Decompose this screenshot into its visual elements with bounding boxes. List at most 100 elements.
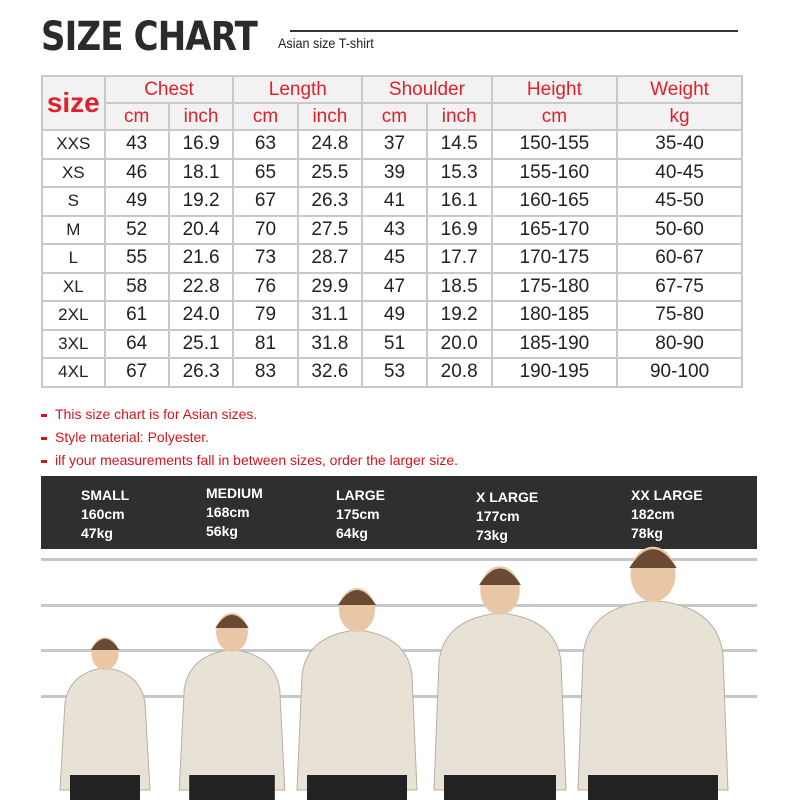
page-subtitle: Asian size T-shirt	[278, 35, 374, 51]
value-cell: 29.9	[296, 271, 364, 302]
size-cell: XL	[41, 271, 106, 302]
value-cell: 51	[361, 328, 428, 359]
value-cell: 190-195	[490, 357, 619, 388]
value-cell: 79	[232, 300, 299, 331]
value-cell: 45-50	[616, 186, 743, 217]
value-cell: 67-75	[616, 271, 743, 302]
note-text: This size chart is for Asian sizes.	[55, 406, 258, 422]
model-height: 168cm	[206, 504, 250, 520]
model-size: X LARGE	[476, 489, 539, 505]
model-weight: 56kg	[206, 523, 238, 539]
value-cell: 16.9	[167, 129, 235, 160]
value-cell: 65	[232, 157, 299, 188]
unit-header: inch	[167, 102, 235, 131]
value-cell: 49	[103, 186, 170, 217]
header-length: Length	[232, 75, 364, 104]
value-cell: 175-180	[490, 271, 619, 302]
size-cell: XXS	[41, 129, 106, 160]
value-cell: 39	[361, 157, 428, 188]
value-cell: 18.5	[425, 271, 493, 302]
value-cell: 170-175	[490, 243, 619, 274]
table-row: XL 58 22.8 76 29.9 47 18.5 175-180 67-75	[41, 271, 743, 302]
model-size: SMALL	[81, 487, 130, 503]
size-table: size Chest Length Shoulder Height Weight…	[41, 75, 743, 388]
value-cell: 26.3	[167, 357, 235, 388]
table-unit-row: cm inch cm inch cm inch cm kg	[42, 102, 743, 131]
model-figure	[296, 588, 418, 800]
value-cell: 25.1	[167, 328, 235, 359]
value-cell: 18.1	[167, 157, 235, 188]
model-weight: 47kg	[81, 525, 113, 541]
value-cell: 90-100	[616, 357, 743, 388]
height-line	[41, 558, 757, 561]
value-cell: 81	[232, 328, 299, 359]
height-line	[41, 604, 757, 607]
header-weight: Weight	[616, 75, 743, 104]
table-row: S 49 19.2 67 26.3 41 16.1 160-165 45-50	[41, 186, 743, 217]
note-text: ilf your measurements fall in between si…	[55, 452, 459, 468]
header-chest: Chest	[103, 75, 235, 104]
value-cell: 20.8	[425, 357, 493, 388]
unit-header: kg	[616, 102, 743, 131]
value-cell: 46	[103, 157, 170, 188]
value-cell: 16.9	[425, 214, 493, 245]
note-text: Style material: Polyester.	[55, 429, 210, 445]
value-cell: 185-190	[490, 328, 619, 359]
value-cell: 180-185	[490, 300, 619, 331]
notes-list: This size chart is for Asian sizes. Style…	[41, 403, 458, 472]
table-row: L 55 21.6 73 28.7 45 17.7 170-175 60-67	[41, 243, 743, 274]
page-title: SIZE CHART	[41, 14, 258, 60]
size-cell: XS	[41, 157, 106, 188]
header-height: Height	[490, 75, 619, 104]
size-header: size	[41, 75, 106, 131]
model-info: LARGE 175cm 64kg	[336, 486, 385, 543]
model-weight: 78kg	[631, 525, 663, 541]
value-cell: 67	[232, 186, 299, 217]
value-cell: 15.3	[425, 157, 493, 188]
value-cell: 50-60	[616, 214, 743, 245]
unit-header: inch	[296, 102, 364, 131]
value-cell: 45	[361, 243, 428, 274]
unit-header: cm	[490, 102, 619, 131]
bullet-icon	[41, 459, 47, 463]
value-cell: 155-160	[490, 157, 619, 188]
value-cell: 24.8	[296, 129, 364, 160]
value-cell: 73	[232, 243, 299, 274]
model-info: X LARGE 177cm 73kg	[476, 488, 538, 545]
model-info: SMALL 160cm 47kg	[81, 486, 129, 543]
note-item: Style material: Polyester.	[41, 426, 458, 449]
value-cell: 32.6	[296, 357, 364, 388]
value-cell: 165-170	[490, 214, 619, 245]
model-height: 160cm	[81, 506, 125, 522]
value-cell: 21.6	[167, 243, 235, 274]
model-size: XX LARGE	[631, 487, 703, 503]
model-weight: 64kg	[336, 525, 368, 541]
model-height: 182cm	[631, 506, 675, 522]
value-cell: 31.1	[296, 300, 364, 331]
value-cell: 26.3	[296, 186, 364, 217]
size-cell: 4XL	[41, 357, 106, 388]
model-figure	[59, 637, 151, 800]
bullet-icon	[41, 436, 47, 440]
unit-header: cm	[103, 102, 170, 131]
model-figure	[178, 613, 286, 800]
value-cell: 80-90	[616, 328, 743, 359]
unit-header: cm	[232, 102, 299, 131]
model-size: LARGE	[336, 487, 385, 503]
value-cell: 37	[361, 129, 428, 160]
value-cell: 150-155	[490, 129, 619, 160]
unit-header: cm	[361, 102, 428, 131]
value-cell: 17.7	[425, 243, 493, 274]
header-shoulder: Shoulder	[361, 75, 493, 104]
model-size: MEDIUM	[206, 485, 263, 501]
value-cell: 49	[361, 300, 428, 331]
bullet-icon	[41, 413, 47, 417]
value-cell: 41	[361, 186, 428, 217]
note-item: This size chart is for Asian sizes.	[41, 403, 458, 426]
model-figure	[433, 566, 567, 800]
value-cell: 20.4	[167, 214, 235, 245]
note-item: ilf your measurements fall in between si…	[41, 449, 458, 472]
title-rule	[290, 30, 738, 32]
value-cell: 160-165	[490, 186, 619, 217]
